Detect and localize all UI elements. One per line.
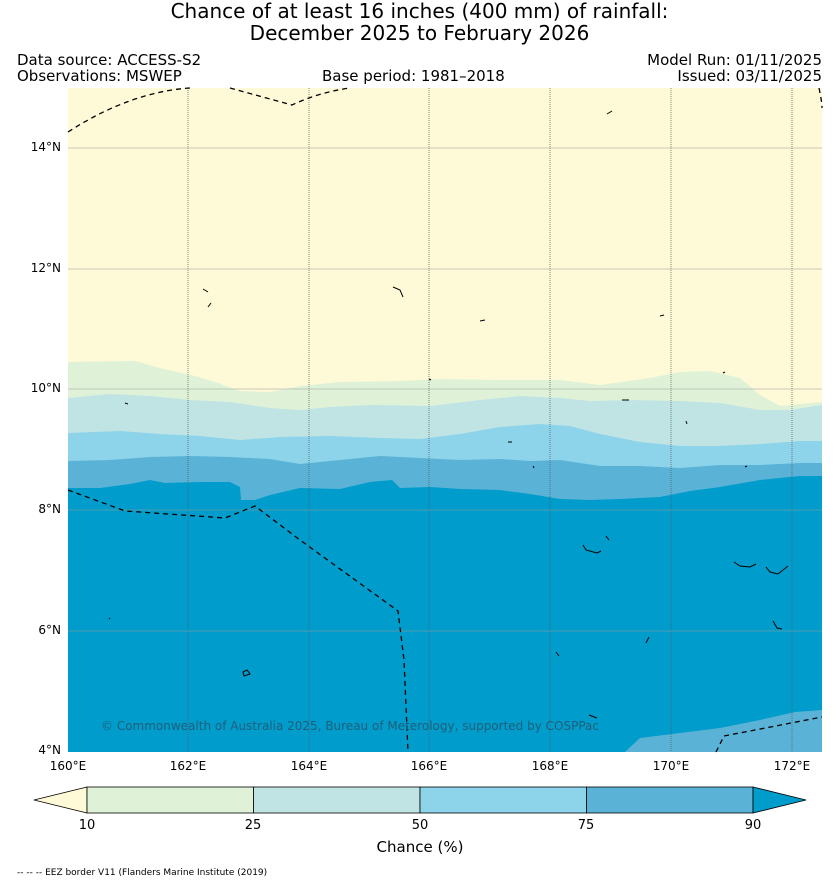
colorbar-label: Chance (%) — [376, 838, 464, 856]
colorbar-bin-75-90 — [586, 786, 754, 814]
lat-tick-14n: 14°N — [30, 140, 61, 154]
data-source: Data source: ACCESS-S2 — [17, 51, 202, 69]
islands — [108, 110, 789, 719]
lon-tick-168e: 168°E — [531, 759, 569, 773]
lon-tick-162e: 162°E — [169, 759, 207, 773]
lat-tick-8n: 8°N — [38, 502, 61, 516]
lon-tick-160e: 160°E — [49, 759, 87, 773]
colorbar-bin-25-50 — [253, 786, 421, 814]
title-line-2: December 2025 to February 2026 — [249, 21, 590, 45]
colorbar-tick-90: 90 — [744, 818, 762, 833]
eez-borders — [67, 87, 823, 753]
copyright-notice: © Commonwealth of Australia 2025, Bureau… — [101, 719, 599, 733]
grid-lines — [187, 88, 793, 752]
lon-tick-166e: 166°E — [410, 759, 448, 773]
lon-tick-172e: 172°E — [773, 759, 811, 773]
lat-tick-12n: 12°N — [30, 261, 61, 275]
lat-tick-6n: 6°N — [38, 623, 61, 637]
model-run: Model Run: 01/11/2025 — [647, 51, 822, 69]
issued-date: Issued: 03/11/2025 — [677, 67, 822, 85]
lat-grid-lines — [68, 147, 822, 632]
lat-tick-4n: 4°N — [38, 743, 61, 757]
colorbar-bin-below-10 — [33, 786, 88, 814]
base-period: Base period: 1981–2018 — [322, 67, 505, 85]
observations: Observations: MSWEP — [17, 67, 182, 85]
lon-tick-164e: 164°E — [290, 759, 328, 773]
zone-75-90-south — [625, 710, 822, 752]
eez-footnote: -- -- -- EEZ border V11 (Flanders Marine… — [17, 868, 268, 878]
zone-above-90 — [68, 476, 822, 752]
colorbar-bin-above-90 — [752, 786, 807, 814]
colorbar-tick-10: 10 — [78, 818, 96, 833]
colorbar — [33, 786, 807, 814]
colorbar-tick-50: 50 — [411, 818, 429, 833]
map-area — [67, 87, 823, 753]
lon-tick-170e: 170°E — [652, 759, 690, 773]
colorbar-bin-10-25 — [86, 786, 254, 814]
colorbar-tick-25: 25 — [244, 818, 262, 833]
colorbar-bin-50-75 — [419, 786, 587, 814]
colorbar-tick-75: 75 — [577, 818, 595, 833]
title-line-1: Chance of at least 16 inches (400 mm) of… — [170, 0, 669, 23]
lat-tick-10n: 10°N — [30, 381, 61, 395]
